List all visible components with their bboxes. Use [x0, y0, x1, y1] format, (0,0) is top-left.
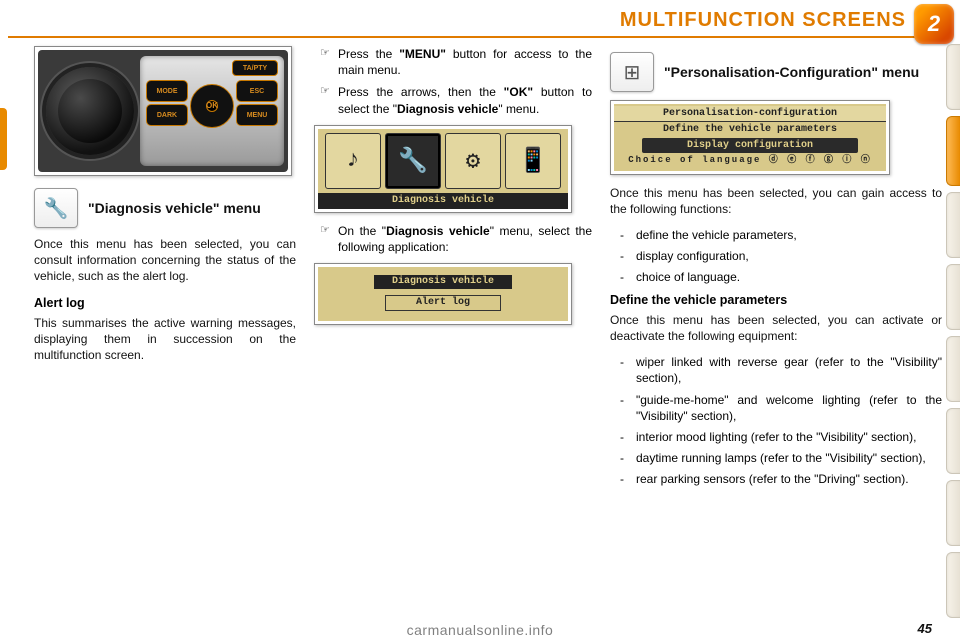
- wrench-icon: 🔧: [34, 188, 78, 228]
- side-tab: [946, 336, 960, 402]
- diagnosis-heading: "Diagnosis vehicle" menu: [88, 200, 261, 217]
- alert-screen-title: Diagnosis vehicle: [374, 275, 512, 289]
- side-tab: [946, 264, 960, 330]
- equipment-list: wiper linked with reverse gear (refer to…: [610, 354, 942, 487]
- config-heading: "Personalisation-Configuration" menu: [664, 64, 919, 81]
- alert-log-heading: Alert log: [34, 295, 296, 311]
- define-params-intro: Once this menu has been selected, you ca…: [610, 312, 942, 344]
- list-item: rear parking sensors (refer to the "Driv…: [620, 471, 942, 487]
- rotary-dial-icon: [46, 67, 134, 155]
- alert-log-text: This summarises the active warning messa…: [34, 315, 296, 364]
- step-item: Press the "MENU" button for access to th…: [324, 46, 592, 78]
- column-middle: Press the "MENU" button for access to th…: [314, 46, 592, 493]
- config-line: Define the vehicle parameters: [614, 122, 886, 137]
- step-item: Press the arrows, then the "OK" button t…: [324, 84, 592, 116]
- alert-screen-item: Alert log: [385, 295, 501, 311]
- column-left: TA/PTY MODE DARK ESC MENU OK 🔧 "Diagnosi…: [34, 46, 296, 493]
- config-menu-screenshot: Personalisation-configuration Define the…: [610, 100, 890, 175]
- list-item: "guide-me-home" and welcome lighting (re…: [620, 392, 942, 424]
- side-tab: [946, 480, 960, 546]
- dark-button: DARK: [146, 104, 188, 126]
- diagnosis-intro: Once this menu has been selected, you ca…: [34, 236, 296, 285]
- nav-pad: OK: [190, 84, 234, 128]
- menu-card: ⚙: [445, 133, 501, 189]
- list-item: define the vehicle parameters,: [620, 227, 942, 243]
- list-item: wiper linked with reverse gear (refer to…: [620, 354, 942, 386]
- diagnosis-heading-row: 🔧 "Diagnosis vehicle" menu: [34, 188, 296, 228]
- watermark: carmanualsonline.info: [0, 622, 960, 638]
- define-params-heading: Define the vehicle parameters: [610, 292, 942, 308]
- tapty-button: TA/PTY: [232, 60, 278, 76]
- mode-button: MODE: [146, 80, 188, 102]
- steps-list-1: Press the "MENU" button for access to th…: [314, 46, 592, 117]
- ok-button: OK: [206, 100, 218, 112]
- diagnosis-label: Diagnosis vehicle: [318, 193, 568, 209]
- control-panel-photo: TA/PTY MODE DARK ESC MENU OK: [34, 46, 292, 176]
- menu-card: 📱: [505, 133, 561, 189]
- menu-button: MENU: [236, 104, 278, 126]
- alert-log-screenshot: Diagnosis vehicle Alert log: [314, 263, 572, 325]
- list-item: daytime running lamps (refer to the "Vis…: [620, 450, 942, 466]
- steps-list-2: On the "Diagnosis vehicle" menu, select …: [314, 223, 592, 255]
- side-tab-active: [946, 116, 960, 186]
- config-title-line: Personalisation-configuration: [614, 106, 886, 122]
- step-item: On the "Diagnosis vehicle" menu, select …: [324, 223, 592, 255]
- content-columns: TA/PTY MODE DARK ESC MENU OK 🔧 "Diagnosi…: [0, 38, 960, 493]
- diagnosis-menu-screenshot: ♪ 🔧 ⚙ 📱 Diagnosis vehicle: [314, 125, 572, 213]
- functions-list: define the vehicle parameters, display c…: [610, 227, 942, 286]
- menu-card: ♪: [325, 133, 381, 189]
- config-intro: Once this menu has been selected, you ca…: [610, 185, 942, 217]
- side-tab: [946, 192, 960, 258]
- config-highlight-line: Display configuration: [642, 138, 858, 153]
- side-tabs: [946, 42, 960, 636]
- page-title: MULTIFUNCTION SCREENS: [0, 0, 960, 36]
- list-item: choice of language.: [620, 269, 942, 285]
- column-right: ⊞ "Personalisation-Configuration" menu P…: [610, 46, 942, 493]
- side-tab: [946, 408, 960, 474]
- side-tab: [946, 44, 960, 110]
- left-accent-strip: [0, 108, 7, 170]
- button-cluster: TA/PTY MODE DARK ESC MENU OK: [140, 56, 284, 166]
- chapter-badge: 2: [914, 4, 954, 44]
- side-tab: [946, 552, 960, 618]
- config-lang-line: Choice of language ⓓ ⓔ ⓕ ⓖ ⓘ ⓝ: [614, 154, 886, 168]
- list-item: display configuration,: [620, 248, 942, 264]
- menu-card-selected: 🔧: [385, 133, 441, 189]
- sliders-icon: ⊞: [610, 52, 654, 92]
- config-heading-row: ⊞ "Personalisation-Configuration" menu: [610, 52, 942, 92]
- list-item: interior mood lighting (refer to the "Vi…: [620, 429, 942, 445]
- esc-button: ESC: [236, 80, 278, 102]
